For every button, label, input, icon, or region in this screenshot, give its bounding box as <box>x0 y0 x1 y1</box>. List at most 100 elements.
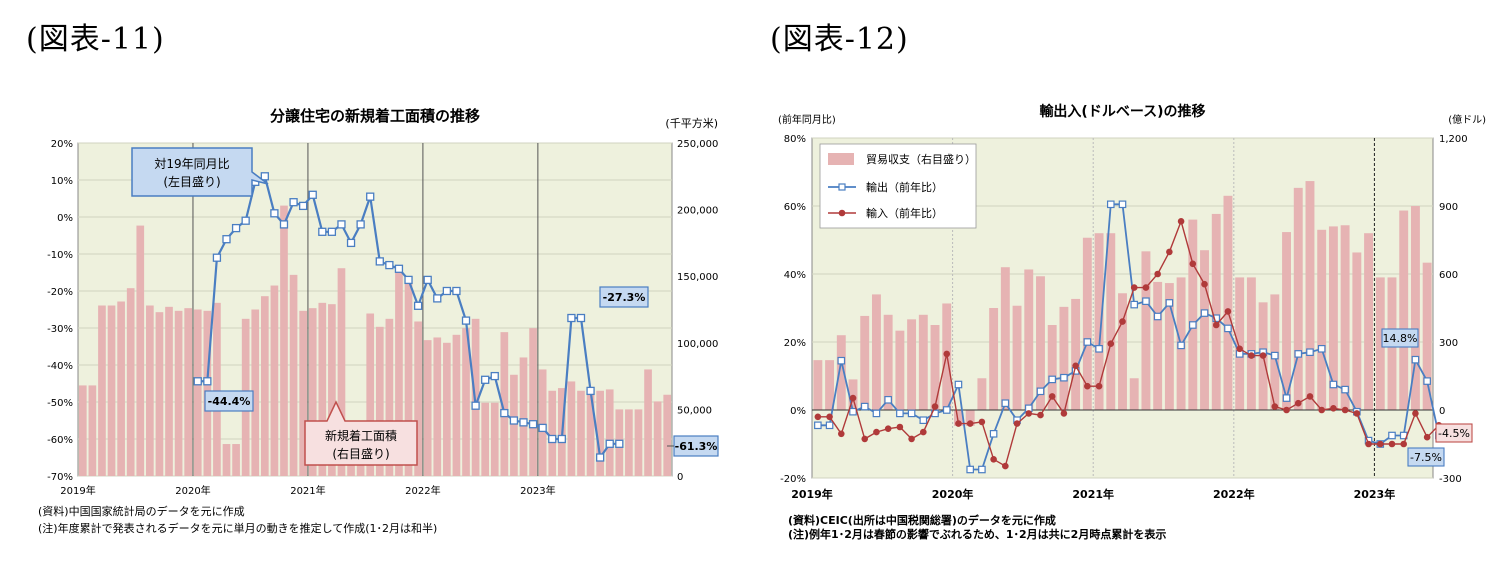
chart1-right-tick: 100,000 <box>677 339 718 350</box>
chart1-line-marker <box>595 453 605 462</box>
chart2-bar <box>1235 277 1245 410</box>
chart2-bar <box>1118 293 1127 410</box>
chart2-export-marker <box>1388 431 1396 440</box>
chart2-bar <box>989 308 999 410</box>
chart1-bar <box>213 302 221 476</box>
chart1-bar <box>644 369 652 476</box>
chart1-line-marker <box>576 313 586 323</box>
chart1-callout-bar-label: 新規着工面積 <box>325 428 397 443</box>
chart1-line-marker <box>241 216 250 225</box>
chart2-export-marker <box>1189 321 1197 329</box>
chart2-import-marker <box>1341 406 1349 414</box>
chart1-line-marker <box>337 220 346 229</box>
chart2-export-marker <box>1282 394 1291 402</box>
chart2-import-marker <box>1048 393 1056 400</box>
chart2-bar <box>1024 269 1034 410</box>
chart2-bar <box>930 325 940 410</box>
chart1-line-marker <box>366 192 375 201</box>
chart1-line-marker <box>557 434 566 444</box>
chart1-bar <box>625 409 633 476</box>
chart2-export-marker <box>1060 373 1068 382</box>
chart2-import-marker <box>1412 410 1419 417</box>
chart2-export-marker <box>872 409 881 418</box>
chart1-line-marker <box>519 418 528 427</box>
chart1-callout-latest: -61.3% <box>675 440 718 453</box>
chart1-bar <box>232 444 240 476</box>
chart2-title: 輸出入(ドルベース)の推移 <box>1039 103 1205 120</box>
chart2-legend-export-marker <box>838 183 846 191</box>
chart2-import-marker <box>931 403 939 410</box>
chart1-bar <box>318 302 327 476</box>
chart2-bar <box>848 379 858 410</box>
chart2-bar <box>813 360 823 410</box>
chart1-bar <box>136 225 145 476</box>
chart2-x-label: 2023年 <box>1354 487 1396 501</box>
chart1-right-tick: 150,000 <box>677 272 718 283</box>
chart1-bar <box>308 308 317 476</box>
chart2-export-marker <box>1001 399 1010 408</box>
chart1-bar <box>107 305 116 476</box>
chart2-bar <box>1422 262 1432 410</box>
chart1-line-marker <box>279 220 289 229</box>
chart1-x-label: 2023年 <box>520 484 555 497</box>
chart2-import-marker <box>1025 410 1033 417</box>
fig2-caveat-note: (注)例年1･2月は春節の影響でぶれるため、1･2月は共に2月時点累計を表示 <box>788 528 1167 541</box>
chart2-left-tick: 80% <box>784 134 806 145</box>
chart1-left-tick: -40% <box>47 361 73 372</box>
chart2-import-marker <box>1248 352 1255 359</box>
chart1-bar <box>414 321 422 476</box>
chart1-left-tick: -10% <box>47 250 73 261</box>
chart2-left-tick: 60% <box>784 202 806 213</box>
chart1-bar <box>193 309 202 476</box>
chart2-bar <box>954 410 963 426</box>
chart2-bar <box>1223 195 1233 410</box>
chart1-bar <box>510 374 518 476</box>
chart2-bar <box>1399 210 1409 410</box>
chart2-right-tick: 1,200 <box>1439 134 1468 145</box>
chart1-bar <box>289 274 298 476</box>
chart1-line-marker <box>423 275 432 285</box>
chart1-bar <box>538 369 547 476</box>
chart2-right-unit: (億ドル) <box>1448 113 1486 126</box>
chart1-bar <box>500 332 509 476</box>
chart1-line-marker <box>394 264 404 273</box>
chart1-line-marker <box>260 172 269 181</box>
chart1-bar <box>452 334 461 476</box>
chart1-line-marker <box>433 294 442 303</box>
chart2-callout-export-latest-box <box>1407 447 1445 467</box>
chart2-import-marker <box>1294 399 1302 407</box>
chart1-callout-bar-sub: (右目盛り) <box>332 446 389 461</box>
chart2-bar <box>1375 277 1385 410</box>
chart1-bar <box>443 342 451 476</box>
chart2-export-marker <box>837 356 846 365</box>
chart2-export-marker <box>849 407 857 416</box>
chart2-bar <box>871 294 881 410</box>
chart2-right-tick: 300 <box>1439 338 1458 349</box>
chart2-export-marker <box>1036 387 1045 396</box>
chart2-bar <box>1036 276 1045 410</box>
chart2-bar <box>1129 378 1139 410</box>
chart1-line-marker <box>222 235 231 244</box>
chart1-bar <box>634 409 643 476</box>
chart2-import-marker <box>1212 321 1220 329</box>
chart1-line-marker <box>318 227 327 236</box>
chart2-export-marker <box>1317 345 1326 353</box>
chart2-import-marker <box>1095 382 1103 390</box>
chart2-export-marker <box>1165 299 1174 307</box>
chart2-left-unit: (前年同月比) <box>778 113 836 126</box>
chart1-bar <box>184 308 193 476</box>
chart2-import-marker <box>1002 462 1009 470</box>
chart1-bar <box>270 285 279 476</box>
chart1-callout-2023peak: -27.3% <box>603 291 646 304</box>
chart2-bar <box>977 378 987 410</box>
chart1-line-marker <box>289 198 298 207</box>
chart2-right-tick: -300 <box>1439 474 1462 485</box>
chart2-bar <box>1141 251 1151 410</box>
chart2-left-tick: 0% <box>790 406 806 417</box>
chart2-import-marker <box>978 418 986 426</box>
chart1-callout-yoy-sub: (左目盛り) <box>163 174 220 189</box>
chart1-line-marker <box>308 190 317 199</box>
chart1-bar <box>567 381 576 476</box>
chart1-line-marker <box>548 434 557 444</box>
chart2-export-marker <box>989 430 998 438</box>
